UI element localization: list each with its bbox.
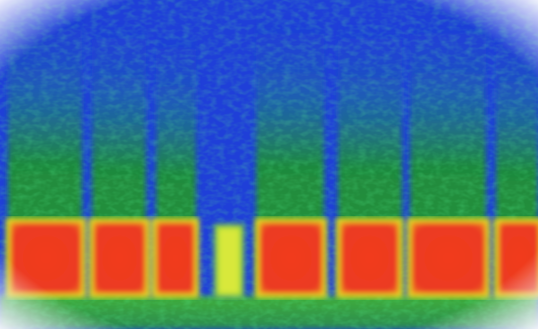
vignette [0,0,538,329]
spectrogram-image [0,0,538,329]
page [0,0,538,329]
